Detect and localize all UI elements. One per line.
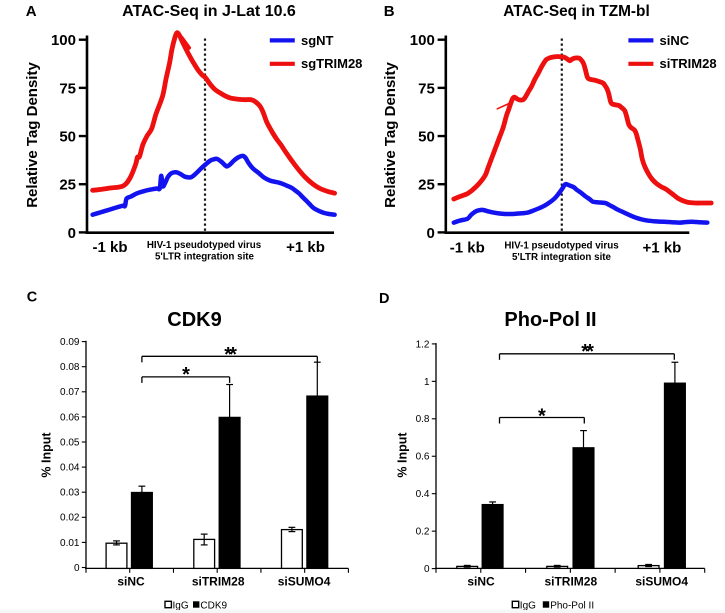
svg-text:+1 kb: +1 kb: [286, 239, 325, 256]
svg-text:siNC: siNC: [117, 575, 145, 589]
svg-text:1.2: 1.2: [416, 339, 430, 350]
svg-text:25: 25: [418, 177, 435, 194]
svg-text:sgTRIM28: sgTRIM28: [301, 56, 362, 71]
svg-text:+1 kb: +1 kb: [643, 240, 682, 257]
svg-text:5'LTR integration site: 5'LTR integration site: [512, 252, 612, 263]
svg-text:Pho-Pol II: Pho-Pol II: [550, 600, 594, 611]
svg-text:50: 50: [418, 128, 435, 145]
svg-text:0.01: 0.01: [60, 538, 80, 549]
svg-text:0.07: 0.07: [60, 387, 80, 398]
svg-text:100: 100: [51, 32, 76, 49]
svg-text:Pho-Pol II: Pho-Pol II: [504, 309, 596, 331]
svg-text:C: C: [27, 290, 38, 306]
svg-text:0.06: 0.06: [60, 412, 80, 423]
svg-text:*: *: [538, 405, 546, 427]
svg-text:siTRIM28: siTRIM28: [192, 575, 245, 589]
svg-text:IgG: IgG: [520, 600, 536, 611]
svg-text:-1 kb: -1 kb: [450, 240, 485, 257]
svg-text:75: 75: [418, 80, 435, 97]
svg-text:CDK9: CDK9: [200, 600, 227, 611]
svg-text:sgNT: sgNT: [301, 33, 334, 48]
svg-text:Relative Tag Density: Relative Tag Density: [24, 62, 41, 208]
svg-text:HIV-1 pseudotyped virus: HIV-1 pseudotyped virus: [147, 240, 262, 251]
svg-text:ATAC-Seq in TZM-bl: ATAC-Seq in TZM-bl: [503, 3, 649, 20]
svg-text:CDK9: CDK9: [167, 309, 221, 331]
svg-text:0.2: 0.2: [416, 527, 430, 538]
svg-text:B: B: [384, 3, 395, 20]
svg-text:*: *: [182, 364, 190, 386]
svg-text:siNC: siNC: [467, 575, 495, 589]
svg-text:siSUMO4: siSUMO4: [278, 575, 331, 589]
svg-text:% Input: % Input: [40, 432, 54, 478]
svg-text:**: **: [581, 341, 594, 363]
svg-text:HIV-1 pseudotyped virus: HIV-1 pseudotyped virus: [504, 241, 619, 252]
svg-text:IgG: IgG: [173, 600, 189, 611]
svg-text:0: 0: [74, 563, 80, 574]
svg-text:0.4: 0.4: [416, 489, 430, 500]
svg-text:0.8: 0.8: [416, 414, 430, 425]
svg-text:0.04: 0.04: [60, 463, 80, 474]
svg-text:siNC: siNC: [660, 33, 690, 48]
svg-text:siSUMO4: siSUMO4: [635, 575, 688, 589]
svg-text:0.03: 0.03: [60, 488, 80, 499]
svg-text:0.6: 0.6: [416, 452, 430, 463]
svg-text:% Input: % Input: [396, 432, 410, 478]
svg-text:A: A: [26, 3, 37, 20]
svg-text:1: 1: [424, 377, 430, 388]
svg-text:-1 kb: -1 kb: [92, 239, 127, 256]
svg-text:ATAC-Seq in J-Lat 10.6: ATAC-Seq in J-Lat 10.6: [122, 3, 296, 20]
svg-text:5'LTR integration site: 5'LTR integration site: [155, 252, 255, 263]
svg-text:0.02: 0.02: [60, 513, 80, 524]
svg-text:100: 100: [410, 32, 435, 49]
svg-text:0: 0: [426, 225, 434, 242]
svg-text:D: D: [379, 291, 389, 307]
svg-text:25: 25: [59, 177, 76, 194]
svg-text:0.08: 0.08: [60, 362, 80, 373]
svg-text:75: 75: [59, 80, 76, 97]
svg-text:**: **: [224, 344, 237, 366]
svg-text:0: 0: [424, 564, 430, 575]
svg-text:50: 50: [59, 128, 76, 145]
svg-text:0.05: 0.05: [60, 437, 80, 448]
svg-text:0.09: 0.09: [60, 337, 80, 348]
svg-text:siTRIM28: siTRIM28: [544, 575, 597, 589]
svg-text:0: 0: [68, 225, 76, 242]
svg-text:Relative Tag Density: Relative Tag Density: [382, 62, 399, 208]
svg-text:siTRIM28: siTRIM28: [660, 56, 717, 71]
